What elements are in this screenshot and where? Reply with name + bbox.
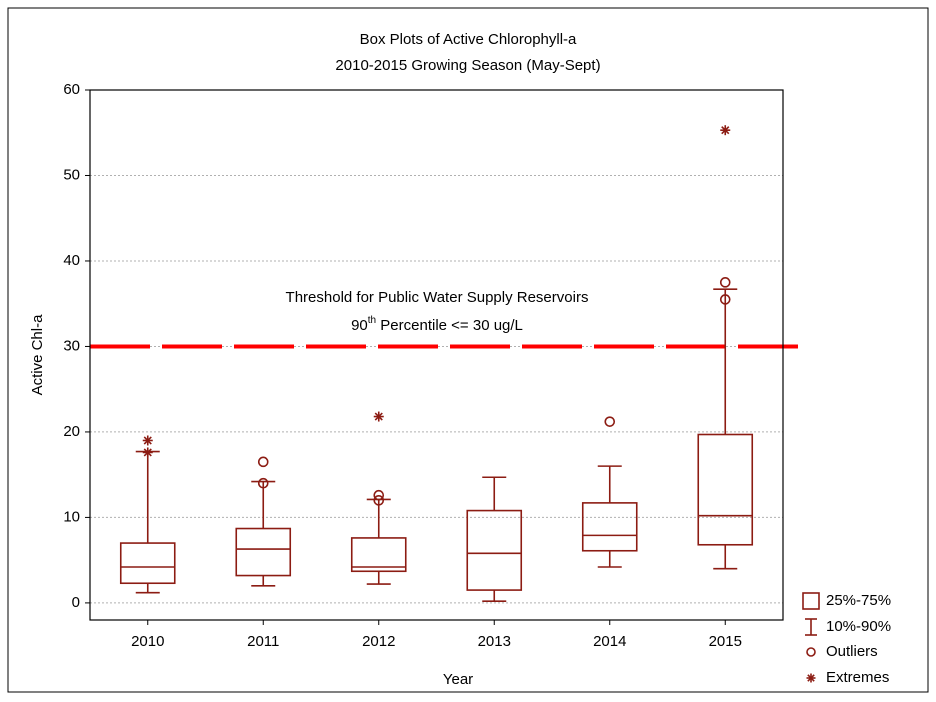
box — [350, 537, 407, 573]
box — [581, 502, 638, 552]
y-tick-label: 20 — [63, 423, 80, 440]
extreme-stroke — [143, 448, 152, 457]
outlier — [719, 294, 731, 305]
legend-label: Extremes — [826, 669, 889, 686]
box-plot — [466, 476, 523, 602]
x-tick-label: 2014 — [593, 633, 626, 650]
y-tick-label: 60 — [63, 81, 80, 98]
box-plot — [235, 456, 292, 587]
y-tick-label: 0 — [72, 594, 80, 611]
x-tick-label: 2013 — [478, 633, 511, 650]
legend-label: 10%-90% — [826, 618, 891, 635]
legend — [802, 592, 820, 683]
box — [466, 509, 523, 591]
annotation-part: Percentile <= 30 ug/L — [376, 317, 523, 334]
legend-box-icon — [802, 592, 820, 610]
x-tick-label: 2011 — [247, 633, 279, 650]
extreme — [720, 125, 731, 136]
chart-title: Box Plots of Active Chlorophyll-a — [360, 31, 577, 48]
x-axis-label: Year — [443, 671, 473, 688]
outlier — [373, 495, 385, 506]
annotation-part: th — [368, 315, 376, 326]
outlier — [604, 416, 616, 427]
legend-label: Outliers — [826, 643, 878, 660]
box-plot — [119, 435, 176, 594]
y-tick-label: 40 — [63, 252, 80, 269]
box-plot — [350, 411, 407, 585]
x-tick-label: 2015 — [709, 633, 742, 650]
outlier — [257, 477, 269, 489]
extreme — [142, 435, 153, 446]
legend-outlier-icon — [806, 647, 816, 657]
box — [119, 542, 176, 585]
extreme — [373, 411, 384, 422]
outlier — [257, 456, 269, 468]
plot-frame — [89, 89, 784, 621]
box — [697, 433, 754, 546]
chart-subtitle: 2010-2015 Growing Season (May-Sept) — [335, 57, 600, 74]
box-plot — [581, 416, 638, 568]
box — [235, 527, 292, 577]
annotation: Threshold for Public Water Supply Reserv… — [286, 289, 589, 306]
y-tick-label: 10 — [63, 508, 80, 525]
extreme-stroke — [374, 412, 383, 421]
y-tick-label: 50 — [63, 166, 80, 183]
outer-frame — [7, 7, 929, 693]
outlier — [373, 489, 385, 501]
extreme — [142, 447, 153, 458]
y-axis-label: Active Chl-a — [29, 314, 46, 396]
outlier — [719, 277, 731, 288]
extreme-stroke — [721, 126, 730, 135]
legend-extreme-icon — [806, 673, 816, 683]
box-plot — [697, 125, 754, 570]
extreme-stroke — [807, 674, 815, 682]
annotation-part: 90 — [351, 317, 368, 334]
extreme-stroke — [143, 436, 152, 445]
legend-label: 25%-75% — [826, 592, 891, 609]
x-tick-label: 2010 — [131, 633, 164, 650]
y-tick-label: 30 — [63, 337, 80, 354]
x-tick-label: 2012 — [362, 633, 395, 650]
annotation: 90th Percentile <= 30 ug/L — [351, 315, 523, 334]
